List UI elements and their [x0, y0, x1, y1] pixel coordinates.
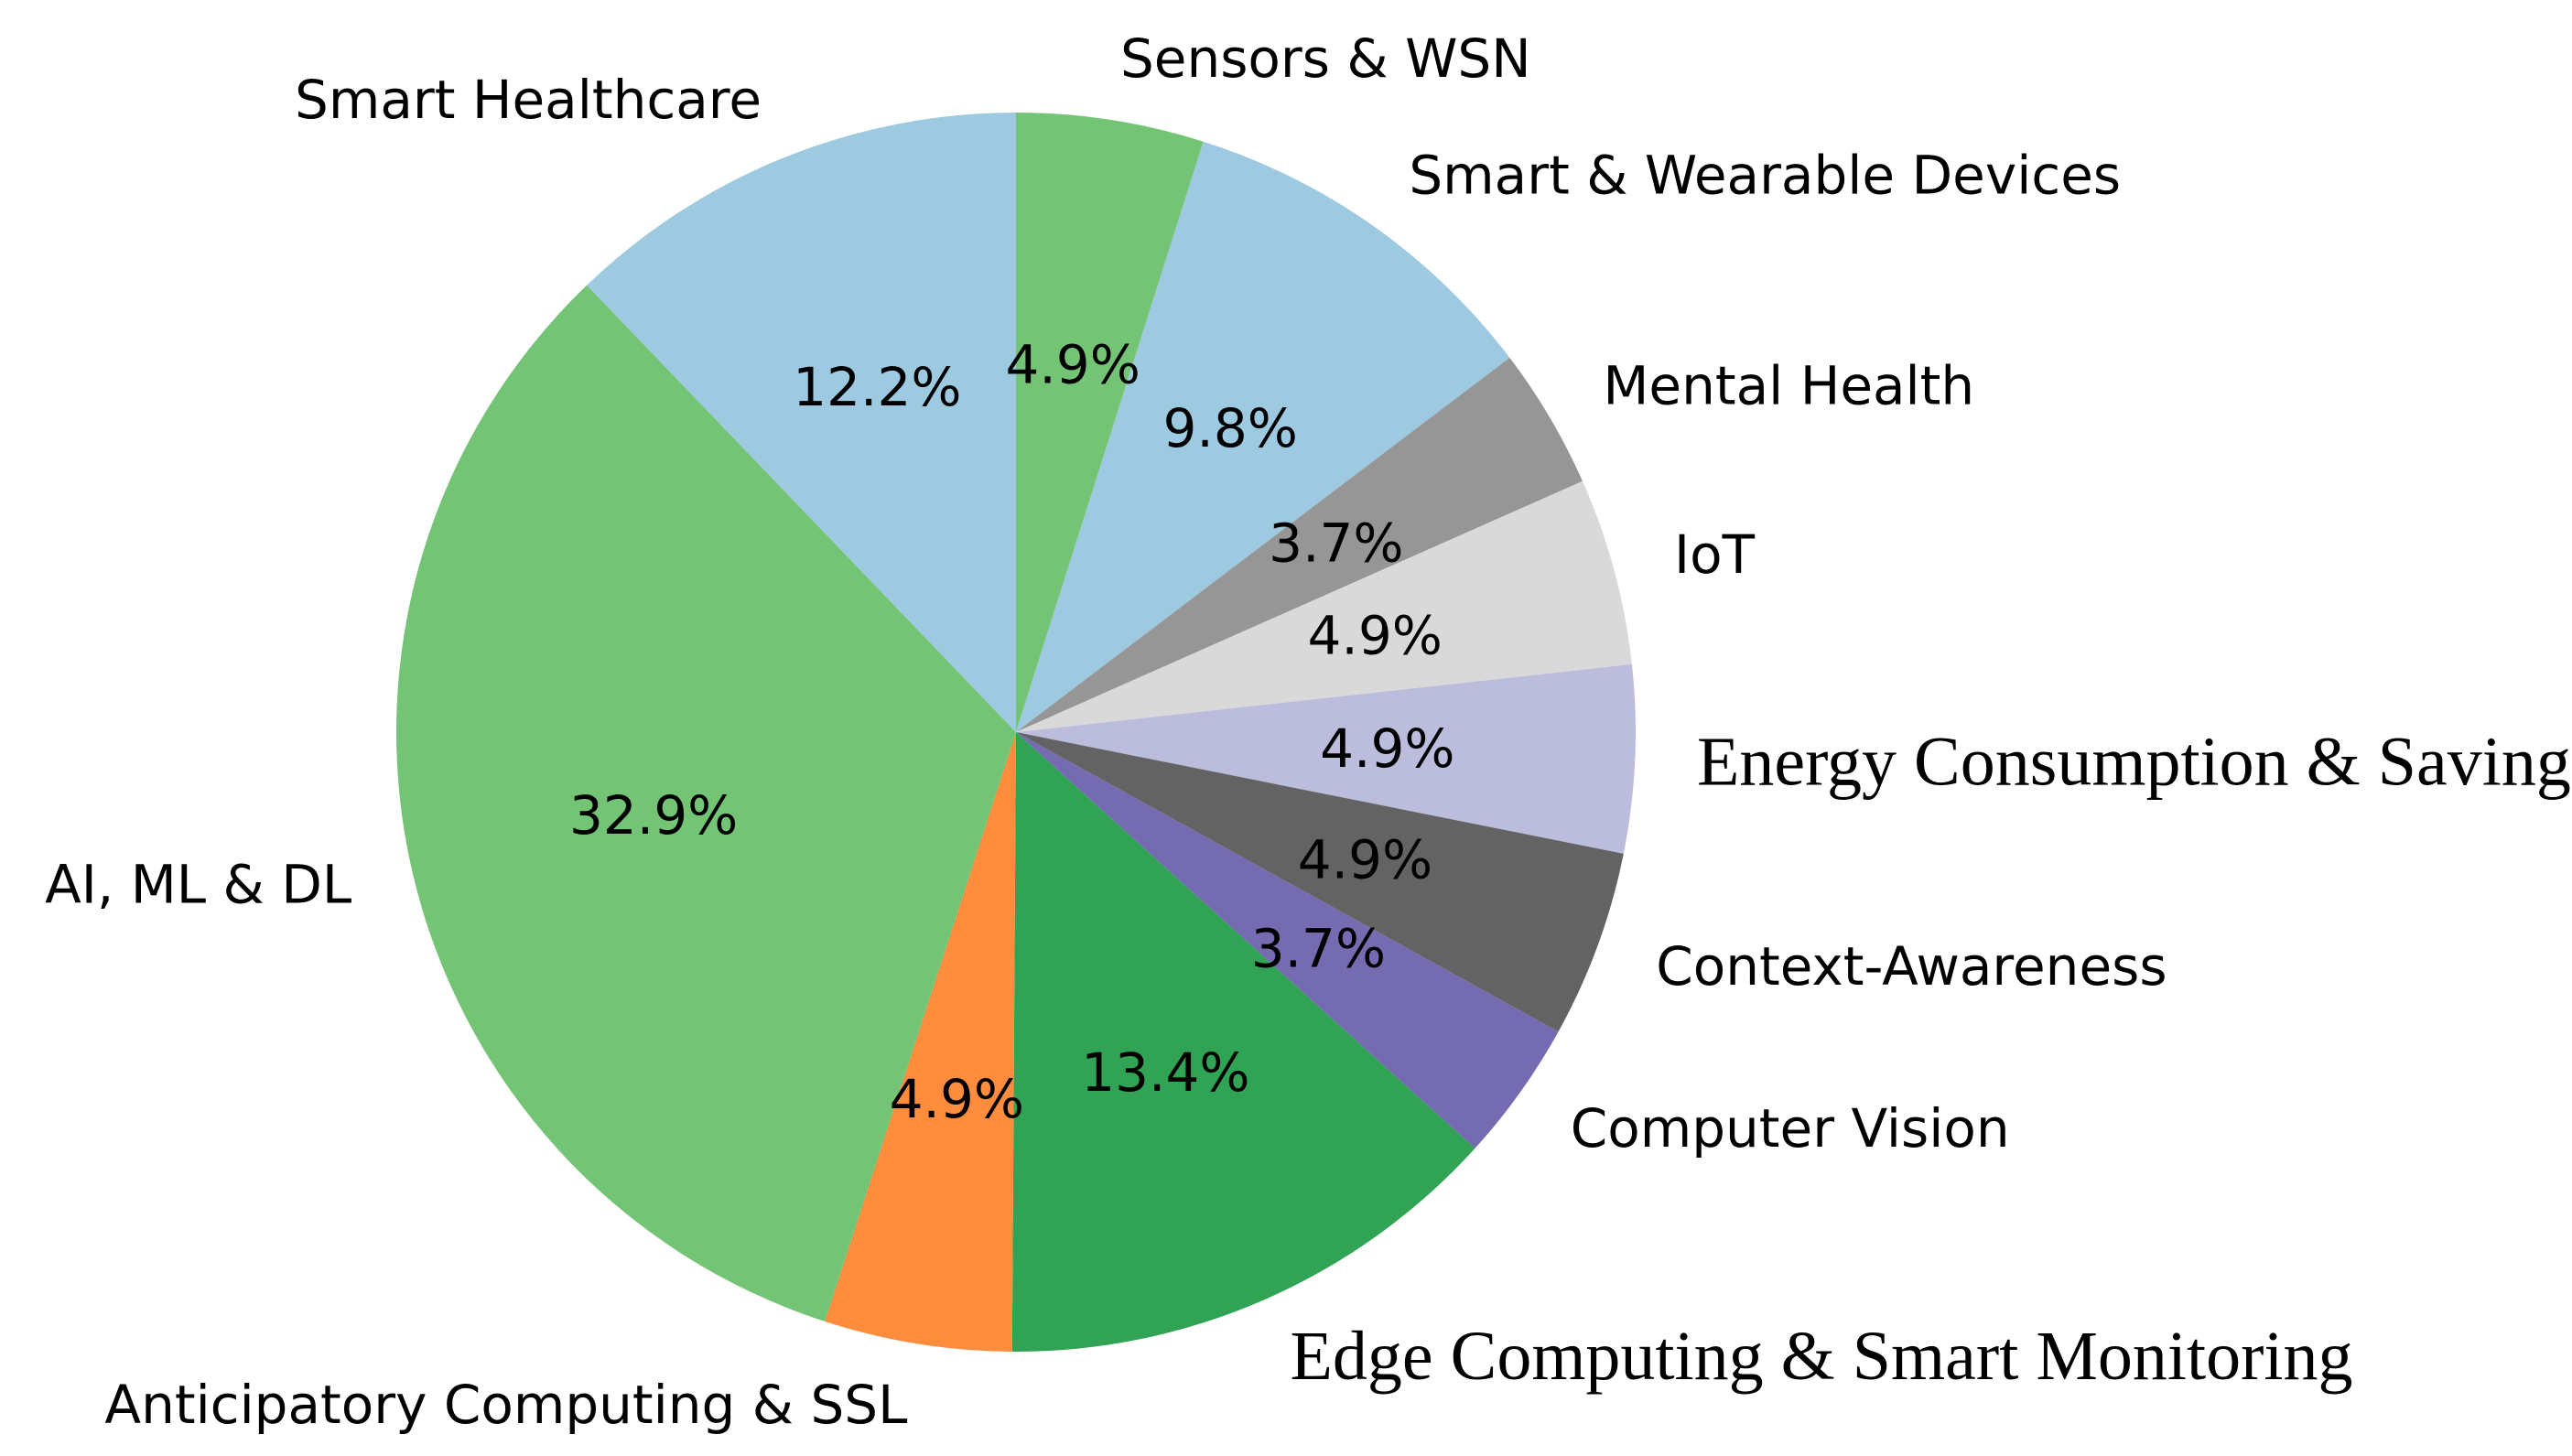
- category-labels: Sensors & WSN Smart & Wearable Devices Men…: [45, 27, 2571, 1436]
- slice-anticipatory-computing-ssl: [825, 732, 1016, 1352]
- percent-labels: 4.9%9.8%3.7%4.9%4.9%4.9%3.7%13.4%4.9%32.…: [569, 334, 1455, 1130]
- pct-label-smart-wearable-devices: 9.8%: [1163, 397, 1298, 459]
- category-label-energy-consumption-saving: Energy Consumption & Saving: [1697, 724, 2571, 801]
- slice-edge-computing-smart-monitoring: [1011, 732, 1475, 1352]
- category-label-computer-vision: Computer Vision: [1571, 1097, 2010, 1159]
- category-label-smart-healthcare: Smart Healthcare: [295, 69, 762, 131]
- pie-slices: [395, 113, 1637, 1352]
- pct-label-mental-health: 3.7%: [1269, 512, 1403, 575]
- pct-label-anticipatory-computing-ssl: 4.9%: [890, 1068, 1024, 1130]
- category-label-anticipatory-computing-ssl: Anticipatory Computing & SSL: [104, 1374, 907, 1436]
- pct-label-iot: 4.9%: [1308, 604, 1443, 666]
- category-label-context-awareness: Context-Awareness: [1656, 935, 2167, 998]
- category-label-edge-computing-smart-monitoring: Edge Computing & Smart Monitoring: [1290, 1318, 2352, 1395]
- slice-ai-ml-dl: [395, 285, 1016, 1321]
- slice-computer-vision: [1016, 732, 1559, 1149]
- pct-label-energy-consumption-saving: 4.9%: [1320, 717, 1454, 780]
- pct-label-sensors-wsn: 4.9%: [1005, 334, 1140, 396]
- pct-label-smart-healthcare: 12.2%: [793, 356, 961, 418]
- slice-smart-wearable-devices: [1016, 141, 1510, 732]
- slice-mental-health: [1016, 357, 1583, 732]
- category-label-smart-wearable-devices: Smart & Wearable Devices: [1409, 145, 2121, 207]
- category-label-ai-ml-dl: AI, ML & DL: [45, 854, 351, 916]
- slice-context-awareness: [1016, 732, 1624, 1032]
- category-label-mental-health: Mental Health: [1603, 355, 1974, 417]
- category-label-iot: IoT: [1674, 523, 1756, 586]
- pct-label-computer-vision: 3.7%: [1251, 917, 1386, 979]
- slice-sensors-wsn: [1016, 113, 1204, 732]
- category-label-sensors-wsn: Sensors & WSN: [1120, 27, 1531, 90]
- slice-smart-healthcare: [587, 113, 1016, 732]
- pct-label-context-awareness: 4.9%: [1298, 829, 1432, 891]
- slice-energy-consumption-saving: [1016, 663, 1637, 854]
- pct-label-ai-ml-dl: 32.9%: [569, 784, 738, 847]
- slice-iot: [1016, 480, 1632, 732]
- pct-label-edge-computing-smart-monitoring: 13.4%: [1081, 1041, 1249, 1104]
